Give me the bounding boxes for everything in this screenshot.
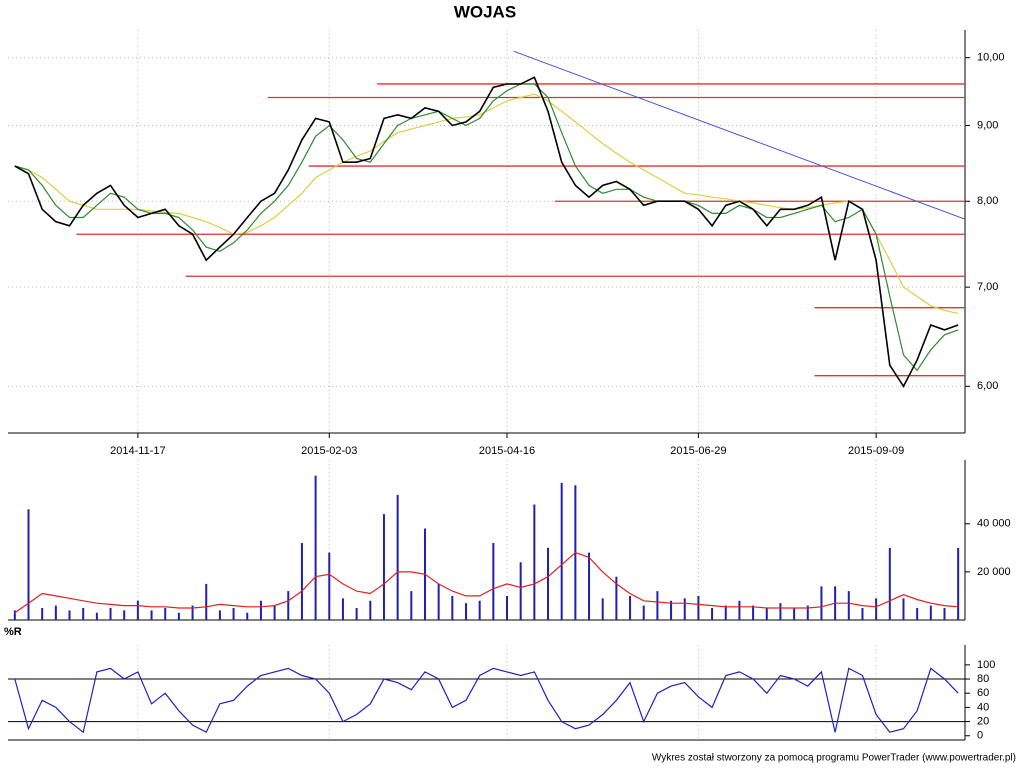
volume-bar <box>68 610 71 620</box>
volume-bar <box>738 600 741 620</box>
volume-bar <box>82 607 85 620</box>
y-tick-label: 40 000 <box>977 518 1011 530</box>
volume-bar <box>724 605 727 620</box>
volume-bar <box>806 605 809 620</box>
volume-bar <box>478 600 481 620</box>
volume-bar <box>410 591 413 620</box>
volume-bar <box>547 547 550 620</box>
volume-bar <box>451 595 454 620</box>
price-line <box>14 93 959 314</box>
volume-bar <box>177 612 180 620</box>
volume-bar <box>670 600 673 620</box>
volume-bar <box>287 591 290 620</box>
volume-bar <box>123 610 126 620</box>
volume-bar <box>232 607 235 620</box>
volume-bar <box>109 607 112 620</box>
volume-bar <box>150 610 153 620</box>
volume-bar <box>95 612 98 620</box>
y-tick-label: 40 <box>977 701 989 713</box>
volume-bar <box>437 583 440 620</box>
volume-bar <box>943 607 946 620</box>
y-tick-label: 100 <box>977 659 995 671</box>
volume-bar <box>902 598 905 620</box>
volume-bar <box>382 514 385 620</box>
volume-bar <box>369 600 372 620</box>
volume-bar <box>41 607 44 620</box>
volume-bar <box>136 600 139 620</box>
x-tick-label: 2015-09-09 <box>848 445 904 457</box>
volume-bar <box>560 482 563 620</box>
volume-bar <box>259 600 262 620</box>
y-tick-label: 60 <box>977 687 989 699</box>
y-tick-label: 8,00 <box>977 195 998 207</box>
volume-bar <box>711 607 714 620</box>
volume-bar <box>957 547 960 620</box>
volume-bar <box>54 605 57 620</box>
volume-bar <box>328 552 331 620</box>
volume-bar <box>847 591 850 620</box>
volume-bar <box>683 598 686 620</box>
volume-bar <box>765 607 768 620</box>
price-line <box>14 76 959 388</box>
volume-bar <box>752 605 755 620</box>
x-tick-label: 2015-06-29 <box>670 445 726 457</box>
volume-bar <box>888 547 891 620</box>
price-line <box>14 83 959 372</box>
volume-bar <box>464 603 467 620</box>
footer: Wykres został stworzony za pomocą progra… <box>652 753 1016 764</box>
volume-bar <box>314 475 317 620</box>
volume-bar <box>656 591 659 620</box>
volume-bar <box>820 586 823 620</box>
y-tick-label: 10,00 <box>977 52 1005 64</box>
volume-bar <box>533 504 536 620</box>
panel-title: %R <box>4 626 22 638</box>
volume-bar <box>273 605 276 620</box>
chart-title: WOJAS <box>454 2 516 21</box>
volume-bar <box>916 607 919 620</box>
volume-bar <box>601 598 604 620</box>
y-tick-label: 7,00 <box>977 281 998 293</box>
x-tick-label: 2014-11-17 <box>110 445 165 457</box>
volume-bar <box>506 595 509 620</box>
y-tick-label: 20 <box>977 715 989 727</box>
volume-bar <box>861 607 864 620</box>
volume-bar <box>205 583 208 620</box>
volume-bar <box>13 610 16 620</box>
y-tick-label: 80 <box>977 673 989 685</box>
volume-bar <box>629 595 632 620</box>
volume-bar <box>697 595 700 620</box>
y-tick-label: 20 000 <box>977 566 1011 578</box>
y-tick-label: 6,00 <box>977 380 998 392</box>
volume-bar <box>519 562 522 620</box>
volume-bar <box>929 605 932 620</box>
volume-bar <box>492 543 495 620</box>
volume-bar <box>164 607 167 620</box>
volume-bar <box>355 607 358 620</box>
percent-r-line <box>14 667 959 734</box>
volume-bar <box>793 607 796 620</box>
volume-average <box>14 551 959 614</box>
volume-bar <box>341 598 344 620</box>
volume-bar <box>642 605 645 620</box>
volume-bar <box>588 552 591 620</box>
y-tick-label: 0 <box>977 730 983 742</box>
volume-bar <box>396 494 399 620</box>
volume-bar <box>875 598 878 620</box>
volume-bar <box>191 605 194 620</box>
volume-bar <box>218 610 221 620</box>
volume-bar <box>615 576 618 620</box>
x-tick-label: 2015-02-03 <box>301 445 357 457</box>
trend-line <box>513 50 966 220</box>
volume-bar <box>779 603 782 620</box>
volume-bar <box>300 543 303 620</box>
volume-bar <box>246 612 249 620</box>
x-tick-label: 2015-04-16 <box>479 445 535 457</box>
y-tick-label: 9,00 <box>977 119 998 131</box>
volume-bar <box>27 509 30 620</box>
